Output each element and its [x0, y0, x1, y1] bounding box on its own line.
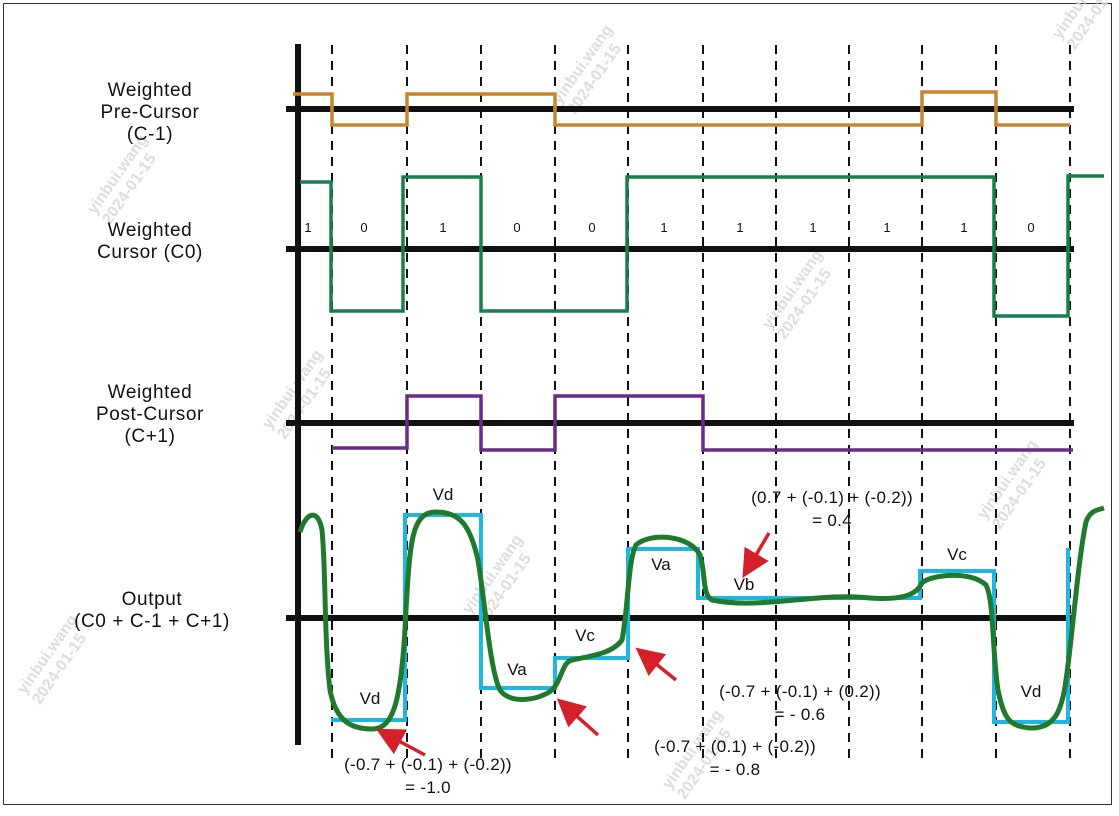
- output-label: Output (C0 + C-1 + C+1): [74, 589, 230, 632]
- arrow-a3: [635, 647, 678, 682]
- annotation-a3: (-0.7 + (-0.1) + (0.2)) = - 0.6: [719, 682, 881, 724]
- bit-value: 1: [883, 220, 890, 235]
- level-label-vd-left: Vd: [360, 689, 381, 708]
- annotation-a4: (0.7 + (-0.1) + (-0.2)) = 0.4: [751, 488, 913, 530]
- annotation-a1: (-0.7 + (-0.1) + (-0.2)) = -1.0: [344, 755, 512, 797]
- bit-value: 1: [660, 220, 667, 235]
- post-cursor-label-line3: (C+1): [124, 426, 175, 447]
- bit-value: 1: [439, 220, 446, 235]
- baselines: [286, 106, 1074, 621]
- arrow-a1: [375, 728, 426, 757]
- bit-value: 0: [1027, 220, 1034, 235]
- bit-value: 1: [809, 220, 816, 235]
- level-label-vb: Vb: [734, 575, 755, 594]
- post-cursor-label: Weighted Post-Cursor (C+1): [96, 382, 204, 447]
- annotation-a4-line1: (0.7 + (-0.1) + (-0.2)): [751, 488, 913, 507]
- level-label-vc-mid: Vc: [575, 626, 595, 645]
- level-label-va-mid: Va: [507, 660, 527, 679]
- output-real-waveform: [297, 505, 1105, 732]
- cursor-label-line1: Weighted: [108, 220, 193, 241]
- post-cursor-label-line2: Post-Cursor: [96, 404, 204, 425]
- bit-value: 0: [360, 220, 367, 235]
- level-label-vc-high: Vc: [947, 545, 967, 564]
- pre-cursor-waveform: [293, 90, 1070, 127]
- annotation-a4-line2: = 0.4: [812, 511, 852, 530]
- output-label-line1: Output: [122, 589, 183, 610]
- arrow-a4: [742, 532, 771, 579]
- diagram-frame: [3, 3, 1112, 805]
- arrow-a2: [556, 698, 600, 737]
- pre-cursor-label-line2: Pre-Cursor: [101, 102, 200, 123]
- level-label-vd-top: Vd: [433, 485, 454, 504]
- bit-values: 1 0 1 0 0 1 1 1 1 1 0: [304, 220, 1034, 235]
- bit-value: 1: [960, 220, 967, 235]
- bit-value: 0: [588, 220, 595, 235]
- level-label-vd-right: Vd: [1021, 682, 1042, 701]
- bit-value: 0: [513, 220, 520, 235]
- pre-cursor-label-line1: Weighted: [108, 80, 193, 101]
- level-labels: Vd Vd Va Vc Va Vb Vc Vd: [360, 485, 1042, 708]
- bit-boundaries: [331, 45, 1071, 760]
- cursor-label: Weighted Cursor (C0): [97, 220, 203, 263]
- annotation-a1-line1: (-0.7 + (-0.1) + (-0.2)): [344, 755, 512, 774]
- bit-value: 1: [304, 220, 311, 235]
- pre-cursor-label-line3: (C-1): [127, 124, 173, 145]
- cursor-label-line2: Cursor (C0): [97, 242, 203, 263]
- arrows: [375, 532, 771, 757]
- bit-value: 1: [736, 220, 743, 235]
- post-cursor-label-line1: Weighted: [108, 382, 193, 403]
- annotation-a3-line2: = - 0.6: [775, 705, 826, 724]
- annotation-a1-line2: = -1.0: [405, 778, 451, 797]
- level-label-va-high: Va: [651, 555, 671, 574]
- annotation-a2-line2: = - 0.8: [710, 760, 761, 779]
- annotation-a2-line1: (-0.7 + (0.1) + (-0.2)): [654, 737, 816, 756]
- output-label-line2: (C0 + C-1 + C+1): [74, 611, 230, 632]
- annotation-a2: (-0.7 + (0.1) + (-0.2)) = - 0.8: [654, 737, 816, 779]
- cursor-waveform: [300, 174, 1104, 318]
- pre-cursor-label: Weighted Pre-Cursor (C-1): [101, 80, 200, 145]
- annotation-a3-line1: (-0.7 + (-0.1) + (0.2)): [719, 682, 881, 701]
- post-cursor-waveform: [332, 394, 1073, 452]
